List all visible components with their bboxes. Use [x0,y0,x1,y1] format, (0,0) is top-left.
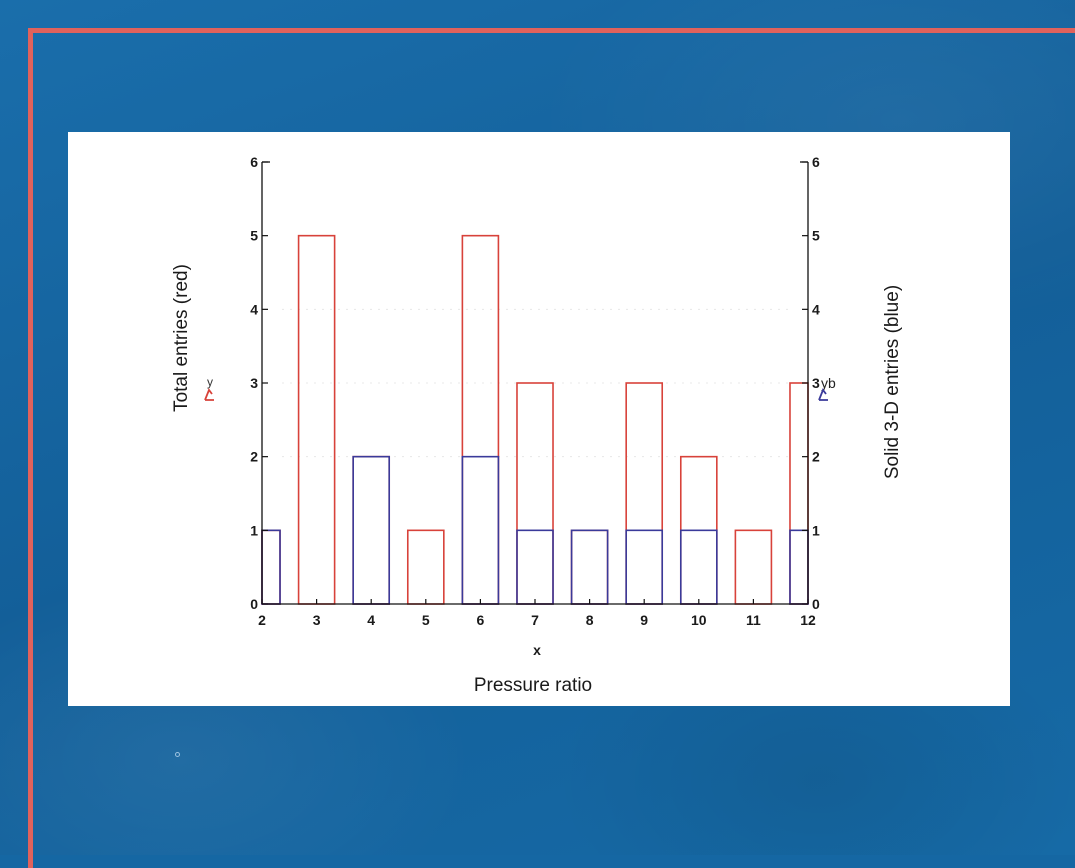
blue-bar-x10 [679,529,718,605]
x-tick-label: 11 [746,612,761,628]
left-tick-label: 3 [250,375,258,391]
red-bar-x11 [734,529,773,605]
red-bar-x2 [261,529,281,605]
right-y-axis-label: Solid 3-D entries (blue) [882,285,903,479]
blue-bar-x8 [570,529,609,605]
left-tick-label: 5 [250,228,258,244]
right-tick-label: 0 [812,596,820,612]
x-tick-label: 6 [477,612,485,628]
left-tick-label: 4 [250,301,258,317]
left-tick-label: 0 [250,596,258,612]
blue-bar-x6 [461,455,500,605]
left-tick-label: 1 [250,522,258,538]
blue-bar-x4 [352,455,391,605]
blue-bar-x9 [625,529,664,605]
x-ticks: 2 3 4 5 6 7 8 9 10 11 12 [258,599,816,628]
left-tick-label: 6 [250,154,258,170]
left-y-axis-label: Total entries (red) [171,264,192,412]
right-tick-label: 4 [812,301,820,317]
blue-bar-x2 [261,529,281,605]
x-tick-label: 3 [313,612,321,628]
slide-frame [28,28,1075,868]
left-y-ticks: 0 1 2 3 4 5 6 [250,154,268,612]
stray-dot [175,752,180,757]
right-y-marker: yb [818,375,836,401]
red-bar-x5 [406,529,445,605]
x-tick-label: 10 [691,612,707,628]
red-bar-x6 [461,234,500,605]
right-tick-label: 1 [812,522,820,538]
red-series-bars [261,234,809,605]
svg-text:y: y [207,375,213,389]
left-tick-label: 2 [250,449,258,465]
x-tick-label: 7 [531,612,539,628]
x-tick-label: 2 [258,612,266,628]
red-bar-x8 [570,529,609,605]
x-axis-label: Pressure ratio [474,675,592,696]
left-y-marker: y [204,375,214,401]
x-variable-label: x [533,642,541,658]
x-tick-label: 4 [367,612,375,628]
blue-bar-x7 [516,529,554,605]
red-bar-x7 [516,382,554,605]
svg-text:yb: yb [821,375,836,391]
x-tick-label: 5 [422,612,430,628]
right-tick-label: 3 [812,375,820,391]
red-bar-x3 [297,234,336,605]
blue-bar-x12 [789,529,809,605]
red-bar-x12 [789,382,809,605]
right-tick-label: 6 [812,154,820,170]
x-tick-label: 12 [800,612,816,628]
right-tick-label: 5 [812,228,820,244]
red-bar-x4 [352,455,391,605]
blue-series-bars [261,455,809,605]
right-tick-label: 2 [812,449,820,465]
x-tick-label: 8 [586,612,594,628]
x-tick-label: 9 [640,612,648,628]
red-bar-x9 [625,382,664,605]
right-y-ticks: 0 1 2 3 4 5 6 [802,154,820,612]
